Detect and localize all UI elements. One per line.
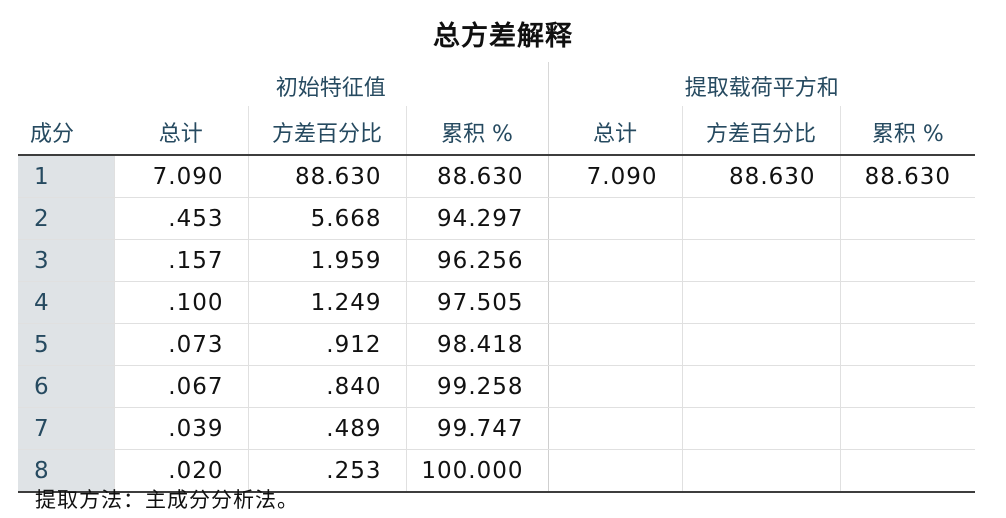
total-cell: .020 (113, 449, 248, 493)
variance-pct-cell: .912 (247, 323, 406, 366)
group-header-extraction-sums: 提取载荷平方和 (547, 62, 976, 106)
col-header-extraction-total: 总计 (547, 106, 683, 156)
group-header-initial-eigenvalues: 初始特征值 (275, 76, 386, 101)
table-row: 8 .020 .253 100.000 (18, 449, 976, 493)
total-cell: .067 (113, 365, 248, 408)
component-label: 8 (18, 449, 114, 493)
total-cell: .100 (113, 281, 248, 324)
extraction-variance-pct-cell (681, 449, 841, 493)
extraction-cumulative-pct-cell (839, 449, 976, 493)
extraction-variance-pct-cell (681, 323, 841, 366)
extraction-variance-pct-cell (681, 197, 841, 240)
cumulative-pct-cell: 88.630 (405, 155, 549, 198)
extraction-variance-pct-cell (681, 407, 841, 450)
component-label: 7 (18, 407, 114, 450)
extraction-cumulative-pct-cell: 88.630 (839, 155, 976, 198)
table-row: 1 7.090 88.630 88.630 7.090 88.630 88.63… (18, 155, 976, 198)
component-label: 4 (18, 281, 114, 324)
extraction-variance-pct-cell (681, 281, 841, 324)
extraction-total-cell (547, 407, 683, 450)
extraction-cumulative-pct-cell (839, 407, 976, 450)
col-header-extraction-cumulative-pct: 累积 % (839, 106, 976, 156)
extraction-total-cell (547, 365, 683, 408)
extraction-variance-pct-cell (681, 239, 841, 282)
variance-pct-cell: .840 (247, 365, 406, 408)
total-cell: .039 (113, 407, 248, 450)
extraction-total-cell (547, 239, 683, 282)
extraction-variance-pct-cell: 88.630 (681, 155, 841, 198)
variance-pct-cell: 1.249 (247, 281, 406, 324)
variance-pct-cell: 88.630 (247, 155, 406, 198)
extraction-cumulative-pct-cell (839, 365, 976, 408)
variance-pct-cell: .253 (247, 449, 406, 493)
cumulative-pct-cell: 99.258 (405, 365, 549, 408)
extraction-variance-pct-cell (681, 365, 841, 408)
col-header-variance-pct: 方差百分比 (247, 106, 406, 156)
variance-pct-cell: 5.668 (247, 197, 406, 240)
table-row: 3 .157 1.959 96.256 (18, 239, 976, 282)
total-variance-explained-table: 初始特征值 提取载荷平方和 成分 总计 方差百分比 累积 % 总计 方差百分比 … (18, 62, 976, 493)
component-label: 5 (18, 323, 114, 366)
component-label: 2 (18, 197, 114, 240)
cumulative-pct-cell: 100.000 (405, 449, 549, 493)
extraction-total-cell (547, 281, 683, 324)
extraction-method-footnote: 提取方法：主成分分析法。 (35, 488, 299, 512)
total-cell: .157 (113, 239, 248, 282)
table-row: 6 .067 .840 99.258 (18, 365, 976, 408)
component-label: 1 (18, 155, 114, 198)
col-header-cumulative-pct: 累积 % (405, 106, 549, 156)
extraction-total-cell (547, 323, 683, 366)
extraction-total-cell (547, 449, 683, 493)
cumulative-pct-cell: 98.418 (405, 323, 549, 366)
table-row: 4 .100 1.249 97.505 (18, 281, 976, 324)
total-cell: .073 (113, 323, 248, 366)
component-label: 6 (18, 365, 114, 408)
cumulative-pct-cell: 96.256 (405, 239, 549, 282)
component-label: 3 (18, 239, 114, 282)
cumulative-pct-cell: 97.505 (405, 281, 549, 324)
extraction-cumulative-pct-cell (839, 323, 976, 366)
table-row: 2 .453 5.668 94.297 (18, 197, 976, 240)
extraction-cumulative-pct-cell (839, 281, 976, 324)
table-row: 7 .039 .489 99.747 (18, 407, 976, 450)
variance-pct-cell: 1.959 (247, 239, 406, 282)
col-header-total: 总计 (114, 106, 248, 156)
cumulative-pct-cell: 94.297 (405, 197, 549, 240)
total-cell: 7.090 (113, 155, 248, 198)
table-row: 5 .073 .912 98.418 (18, 323, 976, 366)
variance-pct-cell: .489 (247, 407, 406, 450)
col-header-extraction-variance-pct: 方差百分比 (681, 106, 841, 156)
extraction-cumulative-pct-cell (839, 197, 976, 240)
extraction-cumulative-pct-cell (839, 239, 976, 282)
header-corner (18, 62, 114, 106)
table-title: 总方差解释 (433, 21, 573, 52)
row-header-component: 成分 (18, 106, 114, 156)
extraction-total-cell (547, 197, 683, 240)
cumulative-pct-cell: 99.747 (405, 407, 549, 450)
total-cell: .453 (113, 197, 248, 240)
extraction-total-cell: 7.090 (547, 155, 683, 198)
